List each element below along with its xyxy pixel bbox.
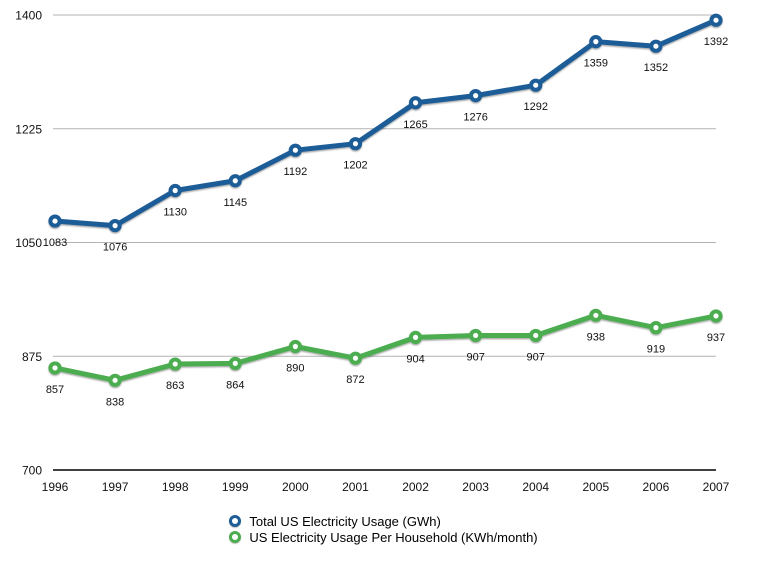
data-point <box>48 361 62 375</box>
value-label: 890 <box>286 363 304 375</box>
data-point <box>709 309 723 323</box>
data-point <box>228 174 242 188</box>
x-tick-label: 2000 <box>282 480 309 494</box>
x-tick-label: 1996 <box>42 480 69 494</box>
value-label: 938 <box>587 331 605 343</box>
value-label: 863 <box>166 380 184 392</box>
value-label: 1192 <box>284 166 308 178</box>
value-label: 1392 <box>704 36 728 48</box>
value-label: 1145 <box>223 197 247 209</box>
value-label-group: 857 838 863 864 890 872 904 907 907 938 919 937 <box>46 331 725 408</box>
x-tick-label: 1999 <box>222 480 249 494</box>
x-tick-label: 2002 <box>402 480 429 494</box>
value-label: 1202 <box>343 160 367 172</box>
value-label: 1276 <box>463 112 487 124</box>
value-label: 907 <box>466 351 484 363</box>
data-point <box>408 96 423 110</box>
data-point <box>48 214 62 228</box>
data-point <box>168 357 182 371</box>
value-label: 864 <box>226 379 244 391</box>
legend-ring-icon <box>229 515 242 527</box>
series-line <box>52 312 719 383</box>
x-tick-label: 1997 <box>102 480 129 494</box>
x-tick-label: 2007 <box>703 480 730 494</box>
data-point <box>709 13 723 27</box>
y-tick-label: 1050 <box>15 236 42 250</box>
y-tick-label: 700 <box>22 464 42 478</box>
data-point <box>589 308 603 322</box>
data-point <box>529 328 543 343</box>
series-group <box>48 308 723 387</box>
value-label: 1076 <box>103 242 127 254</box>
y-tick-label: 1400 <box>15 9 42 23</box>
legend-label: Total US Electricity Usage (GWh) <box>249 513 441 529</box>
value-label: 1083 <box>43 237 67 249</box>
x-tick-label: 2001 <box>342 480 369 494</box>
data-point <box>469 328 483 343</box>
y-tick-label: 875 <box>22 350 42 364</box>
value-label: 1292 <box>523 101 547 113</box>
value-label: 1130 <box>163 207 187 219</box>
x-tick-label: 2006 <box>643 480 670 494</box>
x-tick-label: 2003 <box>462 480 489 494</box>
value-label: 1359 <box>584 58 608 70</box>
data-point <box>288 143 302 157</box>
data-point <box>348 137 363 151</box>
value-label: 937 <box>707 332 725 344</box>
data-point <box>649 39 663 53</box>
data-point <box>348 351 363 365</box>
data-point <box>529 78 543 92</box>
data-point <box>408 330 423 344</box>
data-point <box>288 339 302 354</box>
data-point <box>108 373 122 387</box>
legend-label: US Electricity Usage Per Household (KWh/… <box>249 529 538 545</box>
legend-box: Total US Electricity Usage (GWh) US Elec… <box>229 513 538 545</box>
data-point <box>649 321 663 335</box>
value-label: 919 <box>647 344 665 356</box>
value-label: 857 <box>46 384 64 396</box>
y-tick-label: 1225 <box>15 122 42 136</box>
legend-ring-icon <box>229 531 242 543</box>
legend-item-total-usage: Total US Electricity Usage (GWh) <box>229 513 441 529</box>
data-point <box>108 219 122 233</box>
x-tick-label: 2004 <box>522 480 549 494</box>
data-point <box>228 356 242 370</box>
data-point <box>589 35 603 49</box>
value-label: 872 <box>346 374 364 386</box>
chart-legend: Total US Electricity Usage (GWh) US Elec… <box>0 513 767 545</box>
series-group <box>48 13 723 233</box>
value-label: 907 <box>527 351 545 363</box>
series-line <box>52 17 719 229</box>
data-point <box>168 183 182 198</box>
value-label: 904 <box>406 353 424 365</box>
x-tick-label: 2005 <box>582 480 609 494</box>
value-label-group: 1083 1076 1130 1145 1192 1202 1265 1276 1292 1359… <box>43 36 728 253</box>
data-point <box>469 89 483 103</box>
value-label: 838 <box>106 396 124 408</box>
x-tick-label: 1998 <box>162 480 189 494</box>
value-label: 1352 <box>644 62 668 74</box>
legend-item-per-household: US Electricity Usage Per Household (KWh/… <box>229 529 538 545</box>
value-label: 1265 <box>403 119 427 131</box>
line-chart-canvas: 700 875 1050 1225 1400 1996 1997 1998 1999 2000 20… <box>15 9 730 495</box>
